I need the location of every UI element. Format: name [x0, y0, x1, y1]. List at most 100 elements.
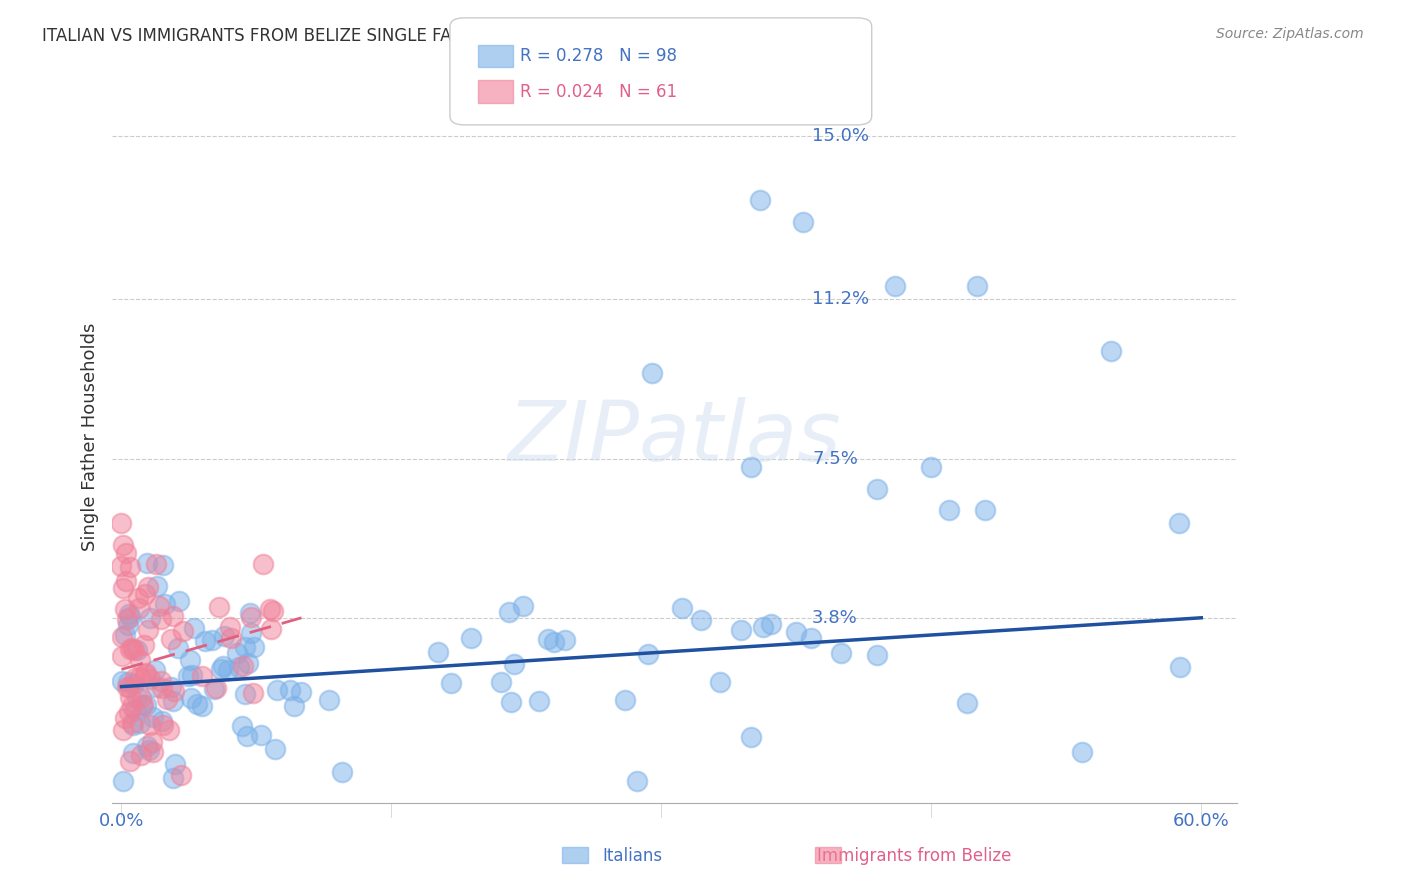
Point [792, 215, 814, 229]
Point [160, 632, 183, 646]
Point [136, 556, 159, 570]
Point [239, 606, 262, 620]
Point [209, 662, 232, 676]
Point [232, 659, 254, 673]
Point [262, 604, 284, 618]
Point [278, 682, 301, 697]
Point [150, 612, 173, 626]
Point [132, 638, 155, 652]
Point [150, 673, 173, 688]
Point [138, 580, 160, 594]
Point [690, 614, 713, 628]
Point [114, 628, 136, 642]
Point [259, 602, 281, 616]
Point [129, 690, 152, 705]
Point [118, 755, 141, 769]
Point [120, 610, 142, 624]
Point [117, 674, 139, 689]
Point [527, 693, 550, 707]
Point [179, 653, 201, 667]
Point [671, 601, 693, 615]
Point [491, 674, 513, 689]
Point [426, 645, 449, 659]
Point [112, 538, 135, 552]
Point [512, 599, 534, 613]
Point [136, 623, 159, 637]
Point [191, 698, 214, 713]
Point [134, 587, 156, 601]
Text: 60.0%: 60.0% [1173, 813, 1230, 830]
Point [163, 683, 186, 698]
Point [938, 503, 960, 517]
Point [170, 768, 193, 782]
Point [117, 612, 139, 626]
Point [148, 599, 170, 614]
Point [264, 742, 287, 756]
Point [501, 695, 523, 709]
Point [502, 657, 524, 671]
Point [145, 680, 167, 694]
Point [115, 546, 138, 560]
Point [709, 674, 731, 689]
Point [1167, 516, 1189, 530]
Point [121, 718, 143, 732]
Point [236, 729, 259, 743]
Point [800, 631, 823, 645]
Point [118, 690, 141, 704]
Point [115, 574, 138, 589]
Point [163, 756, 186, 771]
Point [162, 694, 184, 708]
Point [135, 665, 157, 680]
Point [110, 516, 132, 530]
Point [974, 503, 997, 517]
Point [1099, 344, 1122, 359]
Text: Italians: Italians [603, 847, 662, 865]
Point [142, 745, 165, 759]
Point [131, 698, 153, 712]
Point [118, 560, 141, 574]
Point [115, 680, 138, 694]
Point [252, 557, 274, 571]
Point [134, 666, 156, 681]
Point [135, 698, 157, 712]
Point [166, 641, 188, 656]
Point [124, 703, 146, 717]
Point [290, 685, 312, 699]
Point [250, 728, 273, 742]
Point [259, 622, 281, 636]
Point [740, 460, 762, 475]
Text: Source: ZipAtlas.com: Source: ZipAtlas.com [1216, 27, 1364, 41]
Point [749, 194, 772, 208]
Point [1168, 660, 1191, 674]
Point [118, 705, 141, 719]
Text: R = 0.278   N = 98: R = 0.278 N = 98 [520, 47, 678, 65]
Point [221, 631, 243, 645]
Text: 0.0%: 0.0% [98, 813, 145, 830]
Point [120, 641, 142, 656]
Point [884, 279, 907, 293]
Point [235, 687, 257, 701]
Text: R = 0.024   N = 61: R = 0.024 N = 61 [520, 83, 678, 101]
Point [143, 663, 166, 677]
Point [440, 675, 463, 690]
Point [121, 716, 143, 731]
Point [183, 621, 205, 635]
Point [740, 730, 762, 744]
Y-axis label: Single Father Households: Single Father Households [80, 323, 98, 551]
Point [752, 620, 775, 634]
Point [239, 609, 262, 624]
Point [162, 772, 184, 786]
Point [785, 625, 807, 640]
Point [554, 632, 576, 647]
Point [242, 685, 264, 699]
Point [231, 719, 253, 733]
Point [156, 692, 179, 706]
Point [730, 623, 752, 637]
Point [152, 718, 174, 732]
Point [218, 620, 240, 634]
Point [966, 279, 988, 293]
Point [111, 673, 134, 688]
Point [124, 643, 146, 657]
Point [128, 600, 150, 615]
Point [152, 558, 174, 572]
